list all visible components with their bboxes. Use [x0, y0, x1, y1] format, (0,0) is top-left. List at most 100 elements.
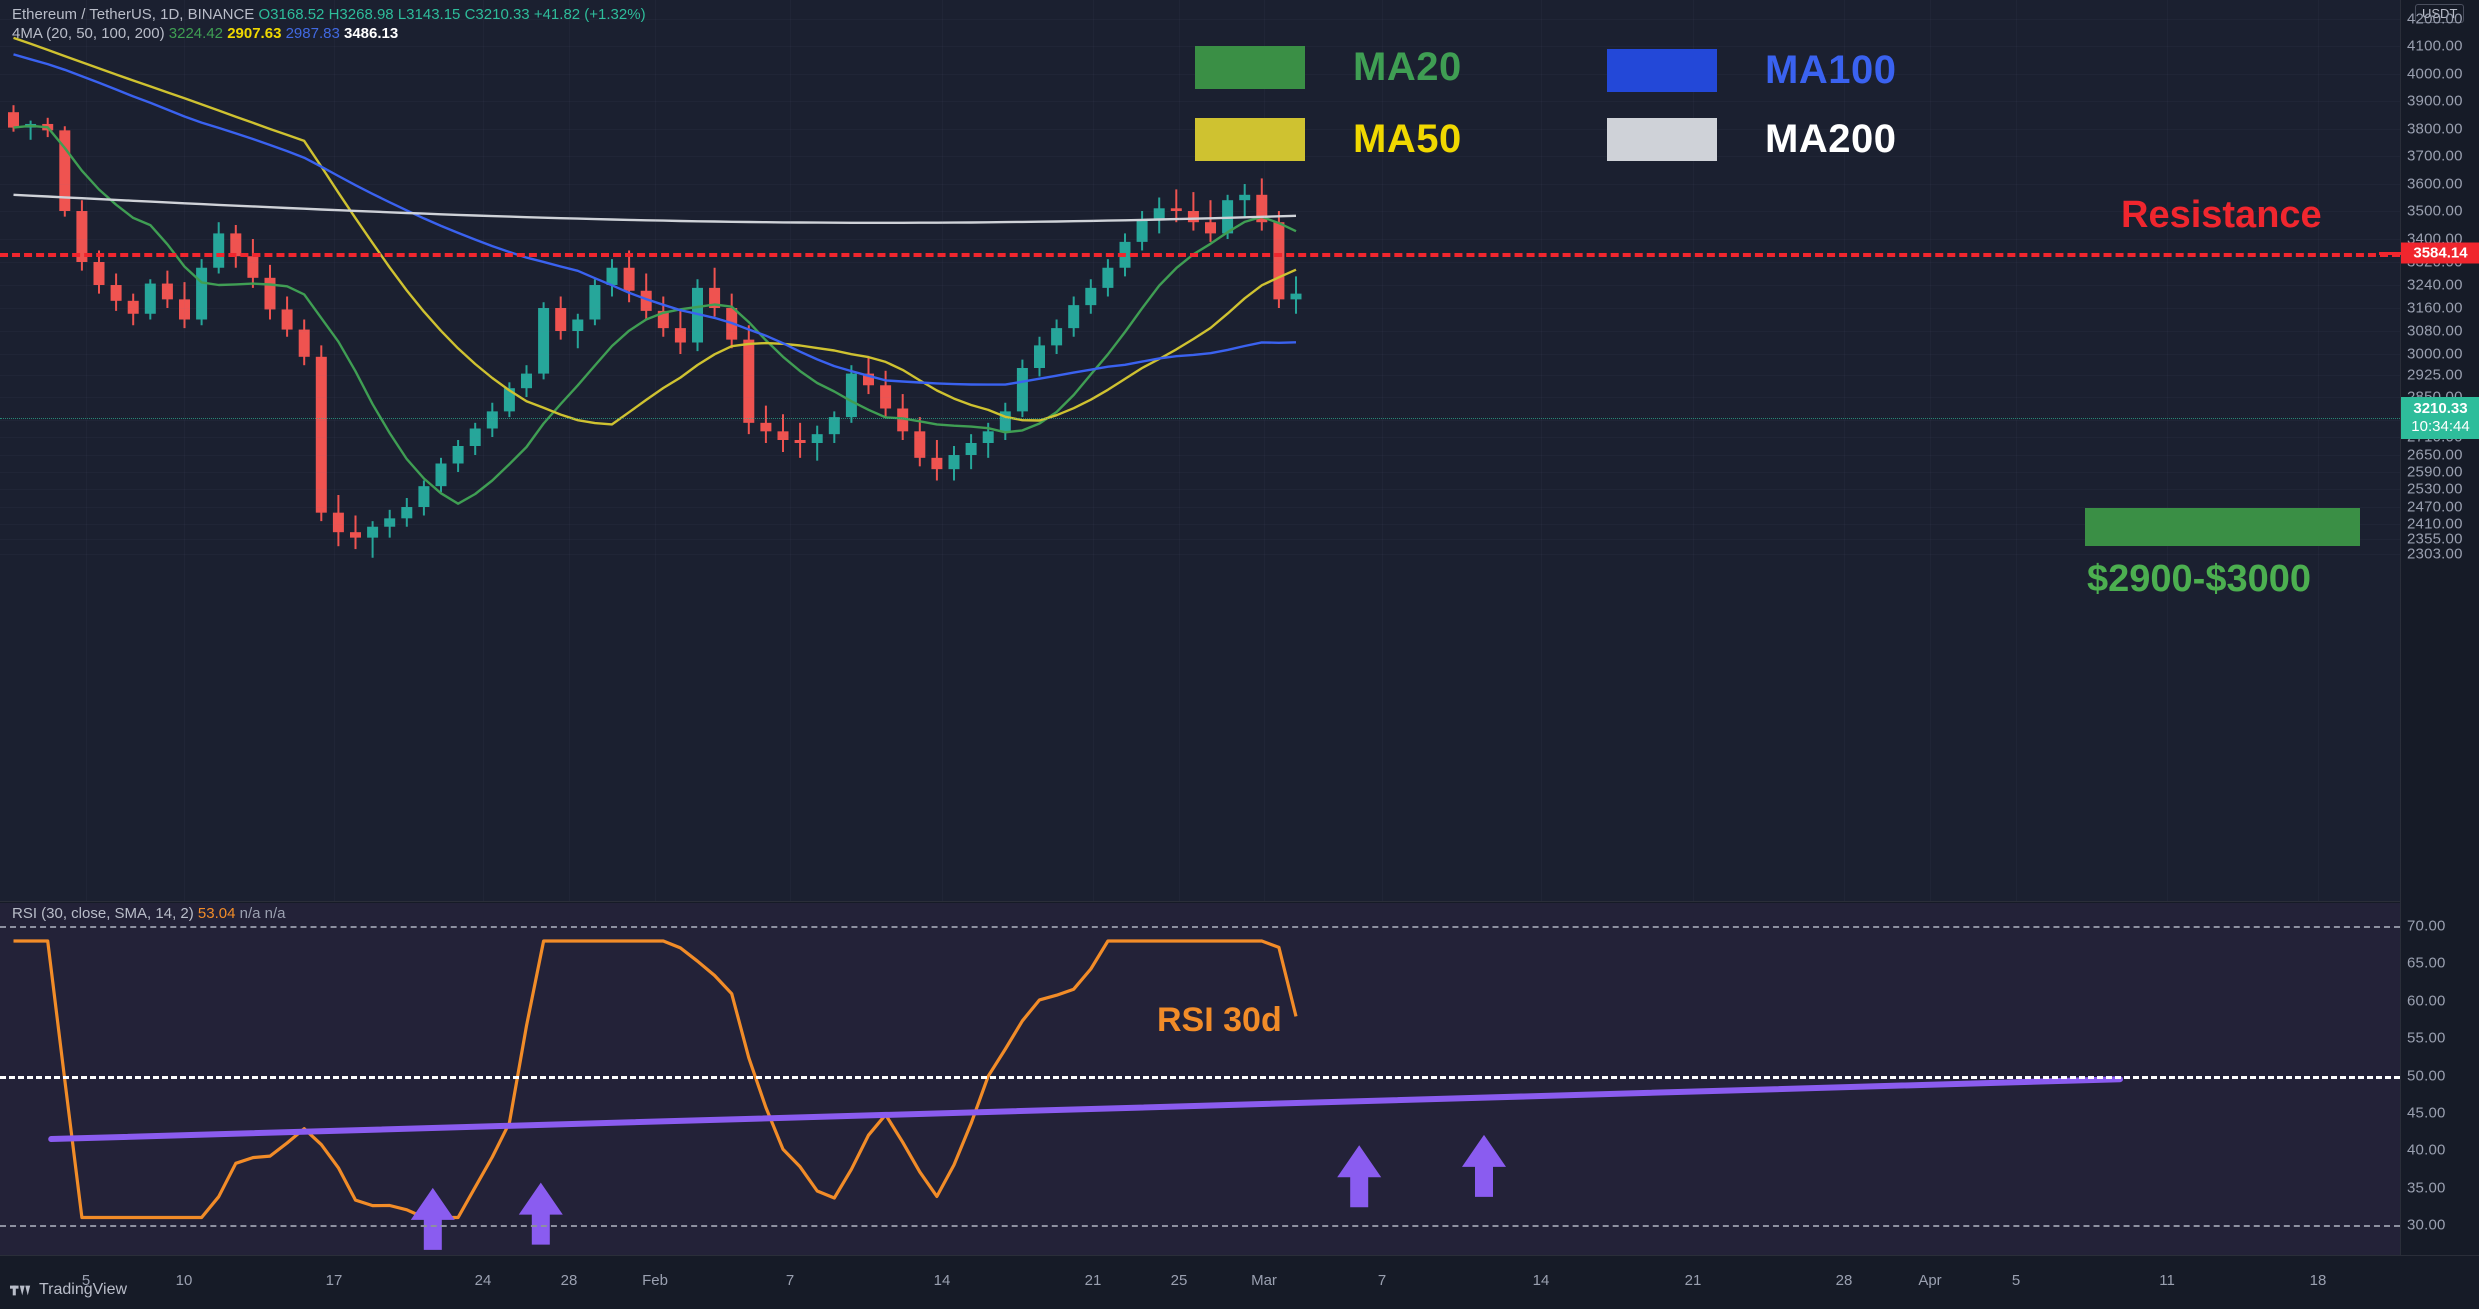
- ma20-value: 3224.42: [168, 25, 224, 42]
- candle-body: [127, 300, 139, 314]
- candle-body: [589, 285, 601, 320]
- rsi-up-arrow-marker[interactable]: [1337, 1145, 1382, 1208]
- candle-body: [59, 130, 71, 211]
- ma200-label: MA200: [1765, 117, 1897, 161]
- rsi-trendline[interactable]: [48, 1076, 2123, 1143]
- time-tick: 28: [1835, 1272, 1853, 1289]
- tradingview-watermark: TradingView: [10, 1281, 127, 1299]
- candle-body: [1256, 194, 1268, 223]
- grid-line: [0, 455, 2400, 456]
- time-tick: 14: [1532, 1272, 1550, 1289]
- rsi-tick: 60.00: [2407, 992, 2446, 1010]
- grid-line: [184, 0, 185, 901]
- resistance-level-line[interactable]: [0, 253, 2400, 257]
- ma-indicator-row[interactable]: 4MA (20, 50, 100, 200) 3224.42 2907.63 2…: [12, 24, 646, 43]
- close-value: 3210.33: [475, 6, 530, 23]
- rsi-na-2: n/a: [264, 905, 286, 922]
- support-zone-box[interactable]: [2085, 508, 2360, 546]
- grid-line: [1179, 0, 1180, 901]
- ma20-swatch: [1195, 46, 1305, 89]
- ma50-label: MA50: [1353, 117, 1462, 161]
- time-tick: 5: [2011, 1272, 2021, 1289]
- price-tick: 2410.00: [2407, 515, 2463, 533]
- grid-line: [0, 397, 2400, 398]
- grid-line: [0, 472, 2400, 473]
- grid-line: [0, 262, 2400, 263]
- grid-line: [0, 331, 2400, 332]
- symbol-ohlc-row: Ethereum / TetherUS, 1D, BINANCE O3168.5…: [12, 5, 646, 24]
- price-tick: 2530.00: [2407, 480, 2463, 498]
- candle-body: [110, 285, 122, 301]
- candle-body: [230, 233, 242, 257]
- grid-line: [0, 239, 2400, 240]
- ma100-label: MA100: [1765, 48, 1897, 92]
- time-tick: 10: [175, 1272, 193, 1289]
- price-axis[interactable]: USDT 4200.00 4100.00 4000.00 3900.00 3800.00…: [2379, 0, 2479, 1255]
- currency-badge: USDT: [2415, 4, 2465, 23]
- rsi-tick: 70.00: [2407, 917, 2446, 935]
- grid-line: [942, 0, 943, 901]
- candle-body: [1102, 267, 1114, 288]
- rsi-up-arrow-marker[interactable]: [518, 1182, 563, 1245]
- candle-body: [401, 507, 413, 519]
- time-tick: 24: [474, 1272, 492, 1289]
- rsi-up-arrow-marker[interactable]: [1462, 1134, 1506, 1197]
- rsi-legend[interactable]: RSI (30, close, SMA, 14, 2) 53.04 n/a n/…: [12, 905, 286, 922]
- low-label: L: [397, 6, 407, 23]
- price-change: +41.82 (+1.32%): [533, 6, 646, 23]
- grid-line: [0, 285, 2400, 286]
- last-price-line: [0, 418, 2400, 419]
- grid-line: [0, 375, 2400, 376]
- symbol-legend[interactable]: Ethereum / TetherUS, 1D, BINANCE O3168.5…: [12, 5, 646, 43]
- ma20-label: MA20: [1353, 45, 1462, 89]
- grid-line: [334, 0, 335, 901]
- open-value: 3168.52: [270, 6, 325, 23]
- candle-body: [8, 112, 19, 128]
- resistance-price-tag: 3584.14: [2401, 242, 2479, 264]
- grid-line: [0, 19, 2400, 20]
- time-tick: Apr: [1918, 1272, 1942, 1289]
- candle-body: [640, 290, 652, 311]
- candle-body: [213, 233, 225, 268]
- grid-line: [86, 0, 87, 901]
- ma50-value: 2907.63: [227, 25, 282, 42]
- candle-body: [999, 411, 1011, 432]
- last-price-time: 10:34:44: [2411, 418, 2470, 435]
- rsi-indicator-label[interactable]: RSI (30, close, SMA, 14, 2): [12, 905, 194, 922]
- candle-body: [1290, 293, 1302, 300]
- rsi-tick: 50.00: [2407, 1067, 2446, 1084]
- rsi-indicator-pane[interactable]: [0, 903, 2400, 1255]
- resistance-annotation: Resistance: [2121, 194, 2322, 236]
- candle-body: [965, 443, 977, 455]
- moving-average-line: [13, 36, 1297, 426]
- candle-body: [794, 440, 806, 443]
- candle-body: [1034, 345, 1045, 368]
- support-zone-annotation: $2900-$3000: [2087, 558, 2311, 600]
- ma50-swatch: [1195, 118, 1305, 161]
- price-tick: 4000.00: [2407, 65, 2463, 83]
- symbol-title[interactable]: Ethereum / TetherUS, 1D, BINANCE: [12, 6, 255, 23]
- grid-line: [1844, 0, 1845, 901]
- grid-line: [1541, 0, 1542, 901]
- ma-indicator-label[interactable]: 4MA (20, 50, 100, 200): [12, 25, 165, 42]
- legend-item-ma20: MA20: [1195, 45, 1462, 90]
- candle-body: [743, 339, 755, 423]
- price-tick: 2303.00: [2407, 545, 2463, 563]
- candle-body: [315, 356, 327, 513]
- moving-average-line: [13, 193, 1297, 224]
- candle-body: [1273, 222, 1285, 300]
- grid-line: [0, 184, 2400, 185]
- price-tick: 3160.00: [2407, 299, 2463, 317]
- last-price-value: 3210.33: [2413, 400, 2468, 417]
- candle-body: [350, 532, 361, 538]
- time-axis[interactable]: 5 10 17 24 28 Feb 7 14 21 25 Mar 7 14 21 28 Apr 5 11 18: [0, 1255, 2479, 1309]
- price-tick: 3800.00: [2407, 120, 2463, 138]
- grid-line: [0, 554, 2400, 555]
- candle-body: [521, 373, 532, 389]
- grid-line: [0, 539, 2400, 540]
- legend-item-ma200: MA200: [1607, 117, 1896, 162]
- rsi-up-arrow-marker[interactable]: [410, 1187, 455, 1250]
- candle-body: [247, 256, 259, 278]
- ma100-swatch: [1607, 49, 1717, 92]
- time-tick: 28: [560, 1272, 578, 1289]
